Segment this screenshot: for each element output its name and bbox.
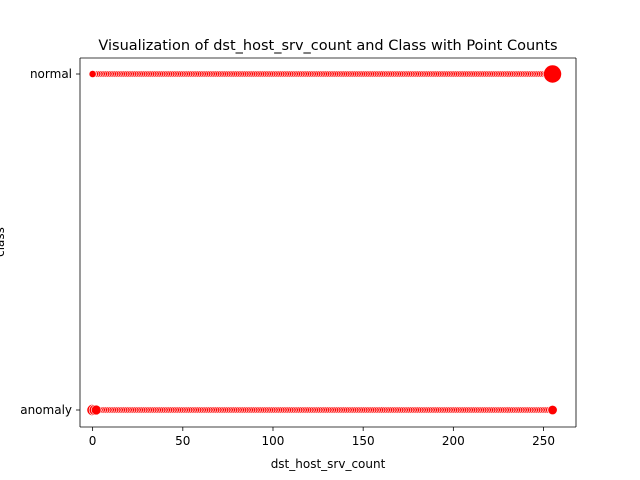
plot-area xyxy=(80,58,576,427)
y-tick-label: normal xyxy=(30,67,72,81)
x-tick-label: 150 xyxy=(352,434,375,448)
x-tick-label: 100 xyxy=(262,434,285,448)
y-axis-ticks: normal anomaly xyxy=(20,67,80,417)
data-point-normal xyxy=(88,70,97,78)
data-points xyxy=(86,64,562,416)
x-tick-label: 50 xyxy=(175,434,190,448)
x-axis-ticks: 0 50 100 150 200 250 xyxy=(89,427,555,448)
x-tick-label: 250 xyxy=(532,434,555,448)
x-tick-label: 200 xyxy=(442,434,465,448)
chart-title: Visualization of dst_host_srv_count and … xyxy=(98,38,557,54)
x-tick-label: 0 xyxy=(89,434,97,448)
data-point-normal xyxy=(543,64,562,84)
y-tick-label: anomaly xyxy=(20,403,72,417)
axes-frame xyxy=(79,57,577,428)
x-axis-title: dst_host_srv_count xyxy=(271,457,386,471)
data-point-anomaly xyxy=(91,404,102,416)
data-point-anomaly xyxy=(547,405,558,415)
y-axis-title: class xyxy=(0,227,7,257)
